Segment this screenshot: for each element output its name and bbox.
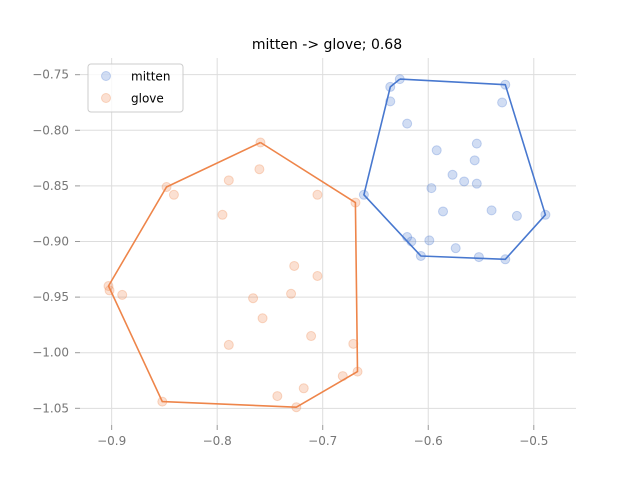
data-point-glove xyxy=(248,293,259,304)
data-point-glove xyxy=(348,338,359,349)
x-tick-label: −0.7 xyxy=(308,434,337,448)
y-tick-label: −1.00 xyxy=(32,346,69,360)
data-point-glove xyxy=(217,209,228,220)
data-point-glove xyxy=(168,189,179,200)
data-point-mitten xyxy=(358,189,369,200)
data-point-mitten xyxy=(385,96,396,107)
data-point-mitten xyxy=(424,235,435,246)
data-point-mitten xyxy=(459,176,470,187)
data-point-mitten xyxy=(406,236,417,247)
y-tick-label: −0.80 xyxy=(32,123,69,137)
data-point-mitten xyxy=(540,209,551,220)
data-point-mitten xyxy=(402,118,413,129)
data-point-mitten xyxy=(500,254,511,265)
grid-lines xyxy=(80,58,576,425)
data-point-mitten xyxy=(426,183,437,194)
data-point-glove xyxy=(286,288,297,299)
legend-label-mitten: mitten xyxy=(131,70,170,84)
data-point-glove xyxy=(291,402,302,413)
data-point-glove xyxy=(350,197,361,208)
data-point-mitten xyxy=(471,178,482,189)
data-point-mitten xyxy=(415,250,426,261)
data-point-glove xyxy=(312,270,323,281)
data-point-glove xyxy=(103,280,114,291)
data-point-mitten xyxy=(473,252,484,263)
axis-ticks: −0.9 −0.8 −0.7 −0.6 −0.5 −0.75 −0.80 −0.85 −0.90… xyxy=(32,68,548,448)
y-tick-label: −0.85 xyxy=(32,179,69,193)
x-tick-label: −0.9 xyxy=(97,434,126,448)
hull-lines xyxy=(107,78,547,409)
data-point-mitten xyxy=(450,243,461,254)
data-point-glove xyxy=(255,137,266,148)
data-point-glove xyxy=(298,383,309,394)
hull-line-mitten xyxy=(363,78,547,261)
legend-frame xyxy=(87,63,184,113)
y-tick-label: −1.05 xyxy=(32,401,69,415)
x-tick-label: −0.5 xyxy=(519,434,548,448)
data-point-mitten xyxy=(471,138,482,149)
y-tick-label: −0.75 xyxy=(32,68,69,82)
data-point-mitten xyxy=(385,81,396,92)
x-tick-label: −0.6 xyxy=(414,434,443,448)
data-point-glove xyxy=(117,289,128,300)
data-point-glove xyxy=(254,164,265,175)
data-points xyxy=(103,74,551,413)
data-point-glove xyxy=(223,175,234,186)
legend: mitten glove xyxy=(87,63,184,113)
legend-label-glove: glove xyxy=(131,92,164,106)
data-point-glove xyxy=(104,285,115,296)
legend-marker-mitten xyxy=(101,71,111,81)
legend-marker-glove xyxy=(101,93,111,103)
data-point-glove xyxy=(312,189,323,200)
data-point-mitten xyxy=(469,155,480,166)
data-point-glove xyxy=(352,366,363,377)
data-point-mitten xyxy=(438,206,449,217)
data-point-glove xyxy=(157,396,168,407)
chart-title: mitten -> glove; 0.68 xyxy=(252,37,402,53)
data-point-mitten xyxy=(497,97,508,108)
data-point-mitten xyxy=(431,145,442,156)
y-tick-label: −0.95 xyxy=(32,290,69,304)
data-point-glove xyxy=(272,391,283,402)
data-point-glove xyxy=(306,331,317,342)
data-point-mitten xyxy=(447,169,458,180)
data-point-glove xyxy=(257,313,268,324)
data-point-mitten xyxy=(486,205,497,216)
data-point-glove xyxy=(337,371,348,382)
data-point-glove xyxy=(223,339,234,350)
y-tick-label: −0.90 xyxy=(32,235,69,249)
data-point-mitten xyxy=(394,74,405,85)
hull-line-glove xyxy=(107,141,359,409)
data-point-glove xyxy=(161,182,172,193)
data-point-mitten xyxy=(500,79,511,90)
data-point-mitten xyxy=(402,232,413,243)
data-point-glove xyxy=(289,260,300,271)
data-point-mitten xyxy=(511,210,522,221)
x-tick-label: −0.8 xyxy=(203,434,232,448)
